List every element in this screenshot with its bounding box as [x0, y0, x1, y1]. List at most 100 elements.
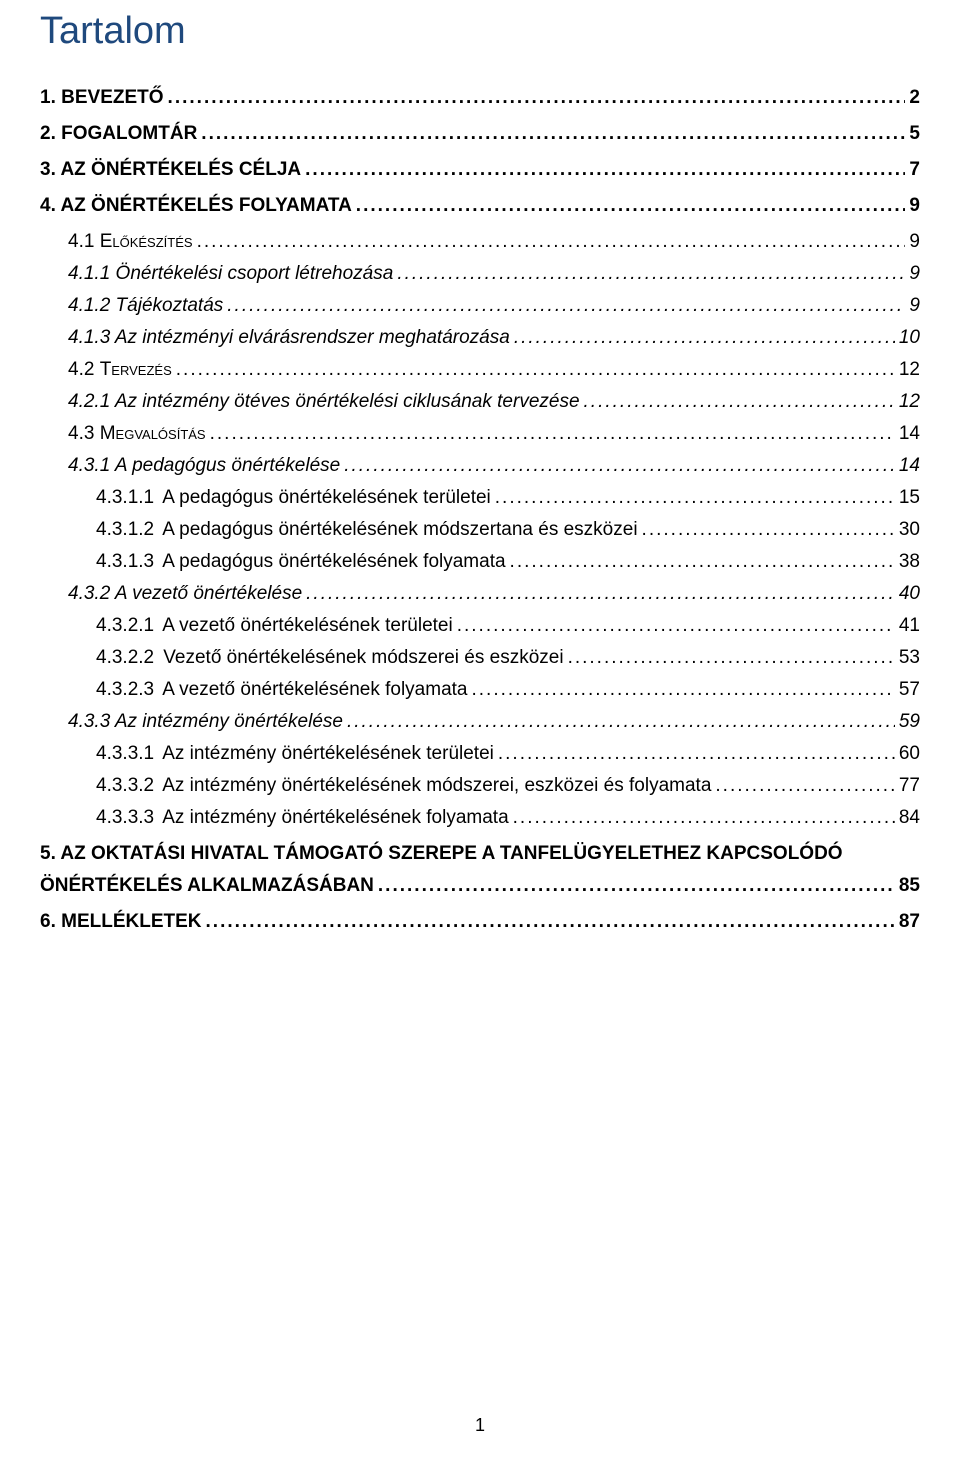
toc-leader-dots	[584, 391, 895, 413]
toc-page-ref: 7	[905, 159, 920, 181]
toc-leader-dots	[513, 807, 895, 829]
toc-number: 6.	[40, 911, 56, 932]
toc-label: 4.3.2 A vezető önértékelése	[68, 583, 306, 605]
toc-entry: 1. BEVEZETŐ 2	[40, 87, 920, 109]
toc-entry: 4.3.3.3 Az intézmény önértékelésének fol…	[40, 807, 920, 829]
toc-page-ref: 87	[895, 911, 920, 933]
toc-text: A vezető önértékelésének folyamata	[162, 679, 467, 700]
toc-leader-dots	[305, 159, 905, 181]
toc-entry: 4.3.2 A vezető önértékelése 40	[40, 583, 920, 605]
toc-text: A pedagógus önértékelésének módszertana …	[162, 519, 637, 540]
toc-number: 4.3.1.1	[96, 487, 158, 509]
toc-leader-dots	[356, 195, 906, 217]
toc-text: Megvalósítás	[100, 423, 206, 444]
toc-page-ref: 77	[895, 775, 920, 797]
toc-label: 4. AZ ÖNÉRTÉKELÉS FOLYAMATA	[40, 195, 356, 217]
toc-number: 4.3.2	[68, 583, 110, 604]
toc-leader-dots	[378, 875, 895, 897]
toc-entry: 6. MELLÉKLETEK 87	[40, 911, 920, 933]
toc-text: AZ ÖNÉRTÉKELÉS CÉLJA	[60, 159, 301, 180]
toc-page-ref: 40	[895, 583, 920, 605]
toc-entry: 4.2.1 Az intézmény ötéves önértékelési c…	[40, 391, 920, 413]
toc-number: 4.1	[68, 231, 94, 252]
toc-text: Önértékelési csoport létrehozása	[116, 263, 394, 284]
toc-page-ref: 30	[895, 519, 920, 541]
toc-page-ref: 60	[895, 743, 920, 765]
toc-page-ref: 59	[895, 711, 920, 733]
toc-text: Az intézmény önértékelésének folyamata	[162, 807, 508, 828]
toc-leader-dots	[344, 455, 895, 477]
toc-leader-dots	[306, 583, 895, 605]
table-of-contents: 1. BEVEZETŐ 2 2. FOGALOMTÁR 5 3. AZ ÖNÉRTÉ…	[40, 87, 920, 933]
toc-number: 1.	[40, 87, 56, 108]
toc-label: 1. BEVEZETŐ	[40, 87, 168, 109]
page-title: Tartalom	[40, 10, 920, 53]
toc-number: 4.1.2	[68, 295, 110, 316]
toc-text: Az intézmény ötéves önértékelési ciklusá…	[115, 391, 580, 412]
toc-number: 4.3.3.3	[96, 807, 158, 829]
toc-label: 4.3.1.2 A pedagógus önértékelésének móds…	[96, 519, 642, 541]
toc-entry: 2. FOGALOMTÁR 5	[40, 123, 920, 145]
toc-label: 4.1.3 Az intézményi elvárásrendszer megh…	[68, 327, 514, 349]
toc-entry: 4.3.1 A pedagógus önértékelése 14	[40, 455, 920, 477]
toc-label: 4.3.3.3 Az intézmény önértékelésének fol…	[96, 807, 513, 829]
toc-leader-dots	[498, 743, 895, 765]
toc-entry: 4.3.2.1 A vezető önértékelésének terület…	[40, 615, 920, 637]
toc-text: A vezető önértékelése	[115, 583, 302, 604]
toc-entry: 4.1.2 Tájékoztatás 9	[40, 295, 920, 317]
toc-leader-dots	[197, 231, 906, 253]
toc-number: 4.3.2.1	[96, 615, 158, 637]
toc-leader-dots	[206, 911, 895, 933]
toc-label: 4.3.2.2 Vezető önértékelésének módszerei…	[96, 647, 568, 669]
toc-leader-dots	[715, 775, 894, 797]
toc-leader-dots	[168, 87, 906, 109]
toc-label: 4.2.1 Az intézmény ötéves önértékelési c…	[68, 391, 584, 413]
toc-number: 4.1.1	[68, 263, 110, 284]
toc-text: Tervezés	[100, 359, 172, 380]
toc-number: 4.3.1	[68, 455, 110, 476]
toc-page-ref: 57	[895, 679, 920, 701]
toc-label: 4.2 Tervezés	[68, 359, 176, 381]
toc-leader-dots	[201, 123, 905, 145]
toc-leader-dots	[176, 359, 895, 381]
toc-text: Tájékoztatás	[116, 295, 224, 316]
toc-text: ÖNÉRTÉKELÉS ALKALMAZÁSÁBAN	[40, 875, 378, 897]
toc-leader-dots	[642, 519, 895, 541]
toc-label: 4.3.3 Az intézmény önértékelése	[68, 711, 347, 733]
toc-text: A pedagógus önértékelésének területei	[162, 487, 491, 508]
toc-text: MELLÉKLETEK	[61, 911, 201, 932]
toc-text: A pedagógus önértékelése	[115, 455, 340, 476]
toc-page-ref: 15	[895, 487, 920, 509]
toc-label: 6. MELLÉKLETEK	[40, 911, 206, 933]
toc-text: Előkészítés	[100, 231, 193, 252]
toc-entry: 4.2 Tervezés 12	[40, 359, 920, 381]
toc-entry: 4. AZ ÖNÉRTÉKELÉS FOLYAMATA 9	[40, 195, 920, 217]
toc-page-ref: 12	[895, 359, 920, 381]
toc-text: Vezető önértékelésének módszerei és eszk…	[163, 647, 563, 668]
toc-leader-dots	[514, 327, 895, 349]
toc-leader-dots	[510, 551, 895, 573]
toc-text: Az intézmény önértékelésének módszerei, …	[162, 775, 711, 796]
toc-number: 4.1.3	[68, 327, 110, 348]
toc-label: 4.3.1 A pedagógus önértékelése	[68, 455, 344, 477]
toc-entry: 3. AZ ÖNÉRTÉKELÉS CÉLJA 7	[40, 159, 920, 181]
toc-text: Az intézmény önértékelésének területei	[162, 743, 494, 764]
toc-entry: 4.3.3 Az intézmény önértékelése 59	[40, 711, 920, 733]
toc-page-ref: 53	[895, 647, 920, 669]
toc-entry: 4.3.1.3 A pedagógus önértékelésének foly…	[40, 551, 920, 573]
toc-number: 4.2	[68, 359, 94, 380]
toc-number: 4.	[40, 195, 56, 216]
toc-entry: 5. AZ OKTATÁSI HIVATAL TÁMOGATÓ SZEREPE …	[40, 843, 920, 897]
toc-number: 4.3.3.1	[96, 743, 158, 765]
toc-page-ref: 9	[905, 295, 920, 317]
toc-leader-dots	[210, 423, 895, 445]
toc-label: 4.3.2.1 A vezető önértékelésének terület…	[96, 615, 457, 637]
toc-entry: 4.3.1.2 A pedagógus önértékelésének móds…	[40, 519, 920, 541]
toc-entry: 4.1.3 Az intézményi elvárásrendszer megh…	[40, 327, 920, 349]
toc-text: Az intézmény önértékelése	[115, 711, 343, 732]
toc-page-ref: 12	[895, 391, 920, 413]
toc-label: 5. AZ OKTATÁSI HIVATAL TÁMOGATÓ SZEREPE …	[40, 843, 920, 865]
toc-leader-dots	[227, 295, 905, 317]
toc-leader-dots	[397, 263, 905, 285]
toc-text: FOGALOMTÁR	[61, 123, 197, 144]
